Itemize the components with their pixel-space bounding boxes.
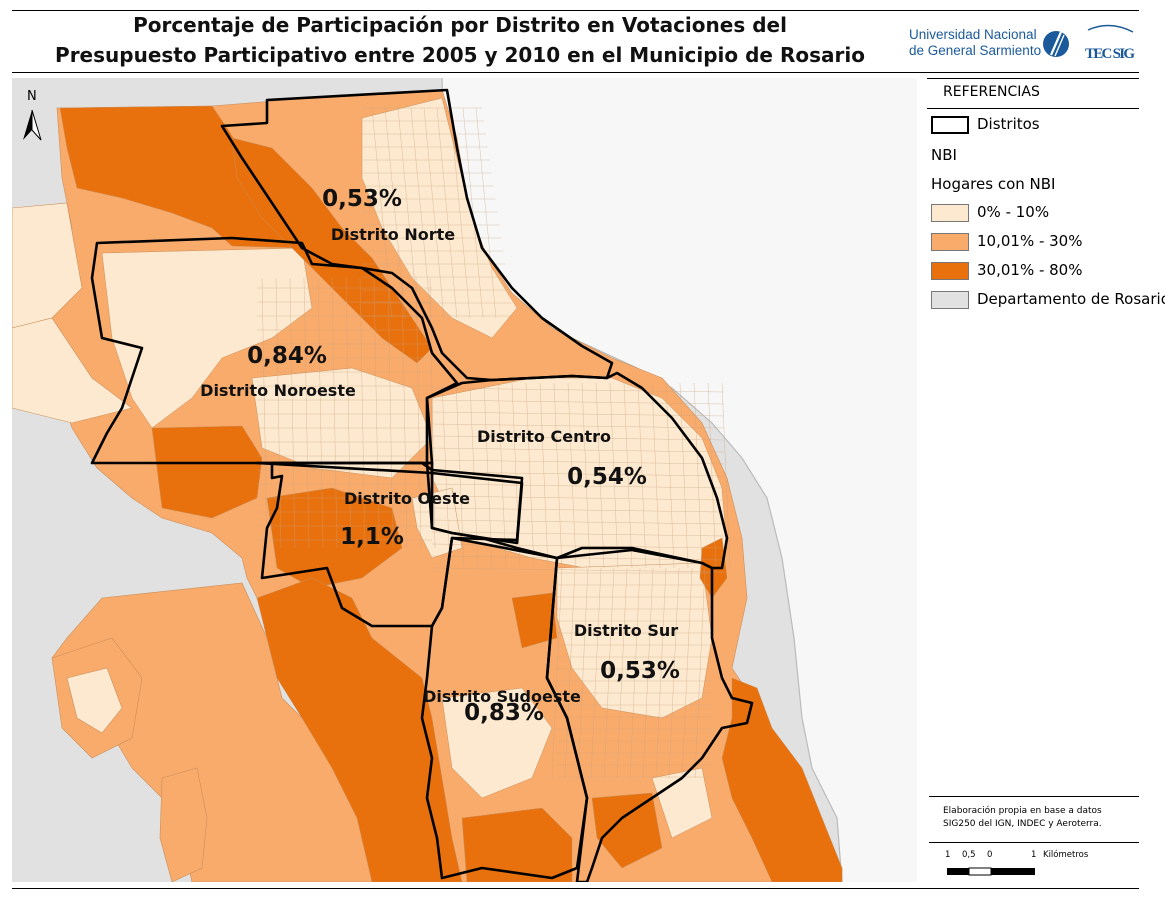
legend-class-mid: 10,01% - 30% — [931, 232, 1082, 251]
legend-class-high-swatch — [931, 261, 969, 280]
district-sudoeste-label: Distrito Sudoeste — [423, 687, 581, 706]
nbi-low-oeste — [411, 487, 463, 559]
scale-tick-3: 0 — [987, 850, 992, 860]
nbi-high-sudoeste-patch — [511, 592, 558, 649]
scale-tick-1: 1 — [945, 850, 950, 860]
nbi-low-sudoeste — [441, 687, 553, 799]
scale-unit: Kilómetros — [1043, 849, 1089, 860]
legend-nbi: NBI — [931, 146, 957, 164]
map-title: Porcentaje de Participación por Distrito… — [50, 10, 870, 70]
nbi-low-south-patch — [651, 767, 713, 839]
legend-department: Departamento de Rosario — [931, 290, 1165, 309]
district-sur-label: Distrito Sur — [574, 621, 678, 640]
nbi-low-noroeste — [101, 247, 313, 429]
title-line-1: Porcentaje de Participación por Distrito… — [133, 13, 787, 37]
legend-department-label: Departamento de Rosario — [977, 290, 1165, 308]
north-arrow-label: N — [27, 89, 37, 104]
district-border-sudoeste — [420, 536, 589, 880]
university-logo-line-2: de General Sarmiento — [909, 43, 1041, 58]
district-oeste-label: Distrito Oeste — [344, 489, 470, 508]
tecsig-logo: TEC SIG — [1085, 24, 1135, 62]
north-arrow-icon: N — [23, 89, 42, 141]
periphery-south-islands-light — [66, 667, 123, 734]
scale-tick-2: 0,5 — [962, 850, 976, 860]
parana-river — [442, 78, 917, 882]
legend-class-high-label: 30,01% - 80% — [977, 261, 1083, 279]
nbi-low-north — [361, 97, 518, 339]
credits-bottom-rule — [929, 842, 1139, 843]
legend-district-swatch — [931, 115, 969, 134]
legend-department-swatch — [931, 290, 969, 309]
district-oeste-percent: 1,1% — [340, 524, 404, 550]
credits-line-2: SIG250 del IGN, INDEC y Aeroterra. — [943, 819, 1102, 829]
district-centro-percent: 0,54% — [567, 464, 647, 490]
credits: Elaboración propia en base a datos SIG25… — [929, 796, 1139, 831]
bottom-rule — [12, 888, 1139, 889]
district-sudoeste-percent: 0,83% — [464, 700, 544, 726]
tecsig-label: TEC SIG — [1085, 46, 1135, 62]
title-line-2: Presupuesto Participativo entre 2005 y 2… — [55, 43, 865, 67]
credits-line-1: Elaboración propia en base a datos — [943, 806, 1102, 816]
legend-class-mid-swatch — [931, 232, 969, 251]
legend-class-low-swatch — [931, 203, 969, 222]
scale-bar-graphic — [947, 867, 1035, 876]
district-centro-label: Distrito Centro — [477, 427, 611, 446]
legend-households: Hogares con NBI — [931, 175, 1056, 193]
legend-header: REFERENCIAS — [943, 84, 1040, 100]
nbi-high-southwest-band — [256, 577, 463, 882]
top-rule — [12, 10, 1139, 11]
legend-class-low: 0% - 10% — [931, 203, 1049, 222]
nbi-high-norte-strip — [231, 137, 433, 364]
legend-districts-label: Distritos — [977, 115, 1040, 133]
legend-class-mid-label: 10,01% - 30% — [977, 232, 1083, 250]
header-rule — [12, 72, 1139, 73]
nbi-high-oeste — [266, 487, 403, 589]
nbi-high-south-riverside — [721, 677, 843, 882]
scale-bar: 1 0,5 0 1 Kilómetros — [945, 848, 1145, 885]
legend-top-rule — [927, 78, 1139, 79]
legend-panel: REFERENCIAS Distritos NBI Hogares con NB… — [927, 76, 1165, 309]
district-sur-percent: 0,53% — [600, 658, 680, 684]
map-frame: N 0,53% Distrito Norte 0,84% Distrito No… — [12, 78, 917, 882]
district-noroeste-label: Distrito Noroeste — [200, 381, 356, 400]
scale-tick-4: 1 — [1031, 850, 1036, 860]
street-grid — [257, 107, 731, 779]
nbi-high-sur-patch — [591, 792, 663, 869]
periphery-west-strip-2 — [12, 317, 133, 424]
periphery-south-river-strip — [159, 767, 208, 882]
logos: Universidad Nacional de General Sarmient… — [905, 22, 1140, 68]
legend-header-rule — [927, 108, 1139, 109]
legend-class-low-label: 0% - 10% — [977, 203, 1050, 221]
university-logo-line-1: Universidad Nacional — [909, 27, 1037, 42]
university-emblem-icon — [1043, 31, 1069, 57]
legend-class-high: 30,01% - 80% — [931, 261, 1082, 280]
district-norte-percent: 0,53% — [322, 186, 402, 212]
district-norte-label: Distrito Norte — [331, 225, 455, 244]
district-borders — [90, 88, 754, 882]
legend-districts: Distritos — [931, 115, 1040, 134]
periphery-west-strip — [12, 202, 83, 329]
nbi-high-northwest — [59, 105, 313, 249]
nbi-low-noroeste-east — [251, 367, 433, 479]
district-noroeste-percent: 0,84% — [247, 343, 327, 369]
